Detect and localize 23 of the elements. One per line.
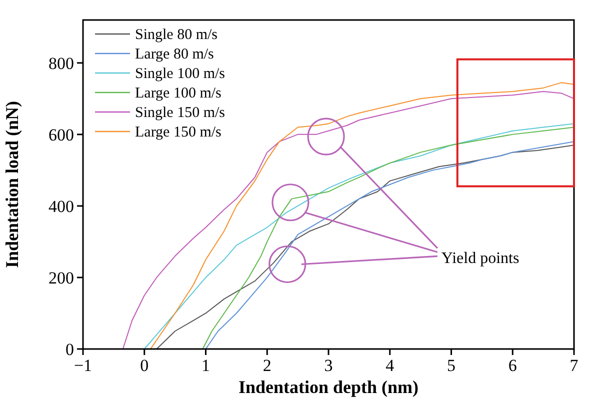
x-tick-label: 1 bbox=[202, 356, 210, 375]
x-tick-label: 4 bbox=[386, 356, 395, 375]
x-tick-label: −1 bbox=[74, 356, 92, 375]
legend-label: Large 100 m/s bbox=[135, 86, 222, 102]
legend-label: Single 80 m/s bbox=[135, 27, 218, 43]
annotation: Yield points bbox=[441, 250, 520, 268]
y-tick-label: 200 bbox=[48, 268, 74, 288]
x-tick-label: 2 bbox=[262, 356, 272, 375]
y-tick-label: 0 bbox=[66, 340, 74, 359]
x-tick-label: 6 bbox=[508, 356, 517, 375]
y-tick-label: 400 bbox=[48, 196, 74, 216]
legend-label: Large 150 m/s bbox=[135, 124, 222, 140]
legend-label: Single 150 m/s bbox=[135, 105, 226, 121]
x-tick-label: 3 bbox=[324, 356, 333, 375]
x-tick-label: 5 bbox=[447, 356, 456, 375]
x-tick-label: 7 bbox=[570, 356, 579, 375]
x-axis-title: Indentation depth (nm) bbox=[238, 377, 419, 397]
legend-label: Single 100 m/s bbox=[135, 66, 226, 82]
y-tick-label: 800 bbox=[48, 54, 74, 73]
y-axis-title: Indentation load (nN) bbox=[2, 100, 22, 268]
legend-label: Large 80 m/s bbox=[135, 46, 214, 62]
x-tick-label: 0 bbox=[140, 356, 149, 375]
y-tick-label: 600 bbox=[48, 125, 74, 144]
